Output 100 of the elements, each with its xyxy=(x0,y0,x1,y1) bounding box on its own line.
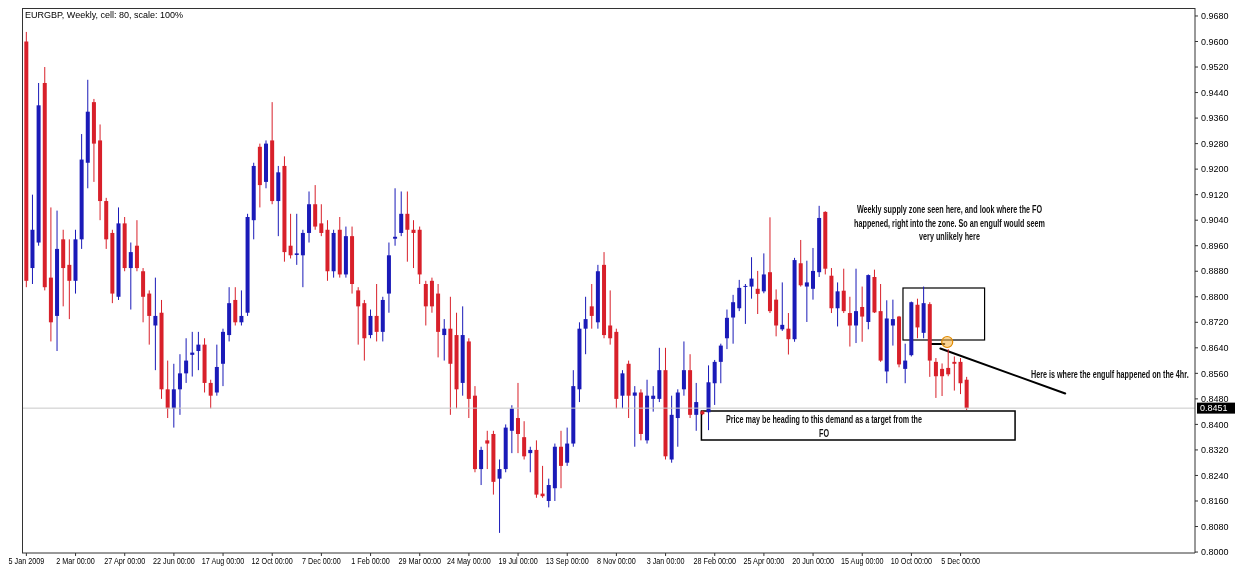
candlestick xyxy=(608,289,613,346)
x-tick-label: 29 Mar 00:00 xyxy=(398,556,442,567)
candlestick xyxy=(128,242,133,311)
annotation: Price may be heading to this demand as a target from the FO xyxy=(725,413,924,441)
candlestick xyxy=(903,343,908,384)
y-tick-label: 0.8080 xyxy=(1201,521,1229,532)
candlestick xyxy=(67,238,72,320)
candlestick xyxy=(915,298,920,339)
chart-title: EURGBP, Weekly, cell: 80, scale: 100% xyxy=(25,10,184,21)
candlestick xyxy=(313,184,318,231)
candlestick xyxy=(528,446,533,473)
y-tick-label: 0.8560 xyxy=(1201,368,1229,379)
x-tick-label: 10 Oct 00:00 xyxy=(890,556,933,567)
candlestick xyxy=(890,299,895,347)
candlestick xyxy=(319,203,324,237)
x-tick-label: 13 Sep 00:00 xyxy=(545,556,590,567)
candlestick xyxy=(860,286,865,343)
candlestick xyxy=(589,283,594,330)
candlestick xyxy=(288,213,293,259)
candlestick xyxy=(479,446,484,486)
candlestick xyxy=(712,359,717,406)
candlestick xyxy=(515,382,520,454)
y-tick-label: 0.9280 xyxy=(1201,138,1229,149)
y-tick-label: 0.8160 xyxy=(1201,496,1229,507)
candlestick xyxy=(196,331,201,371)
candlestick xyxy=(233,286,238,326)
candlestick xyxy=(134,219,139,272)
x-tick-label: 2 Mar 00:00 xyxy=(56,556,96,567)
y-tick-label: 0.8720 xyxy=(1201,317,1229,328)
candlestick xyxy=(847,296,852,348)
candlestick xyxy=(946,348,951,377)
y-tick-label: 0.9200 xyxy=(1201,164,1229,175)
candlestick xyxy=(958,357,963,395)
candlestick xyxy=(497,459,502,534)
x-tick-label: 8 Nov 00:00 xyxy=(596,556,637,567)
y-tick-label: 0.8400 xyxy=(1201,419,1229,430)
candlestick xyxy=(368,309,373,339)
x-tick-label: 19 Jul 00:00 xyxy=(498,556,539,567)
y-tick-label: 0.8880 xyxy=(1201,266,1229,277)
candlestick xyxy=(731,294,736,345)
candlestick xyxy=(718,343,723,384)
candlestick xyxy=(798,239,803,288)
y-tick-label: 0.8800 xyxy=(1201,291,1229,302)
y-tick-label: 0.9600 xyxy=(1201,36,1229,47)
candlestick xyxy=(147,289,152,346)
annotation: Weekly supply zone seen here, and look where the FO happened, right into the zone. So an engulf would seem very unlikely here xyxy=(852,203,1046,244)
candlestick xyxy=(184,337,189,384)
y-tick-label: 0.8640 xyxy=(1201,343,1229,354)
candlestick xyxy=(854,268,859,344)
y-tick-label: 0.9680 xyxy=(1201,11,1229,22)
ref-line-label: 0.8451 xyxy=(1200,403,1228,414)
x-tick-label: 22 Jun 00:00 xyxy=(153,556,196,567)
candlestick xyxy=(620,369,625,409)
x-tick-label: 5 Dec 00:00 xyxy=(941,556,981,567)
candlestick xyxy=(811,247,815,301)
candlestick xyxy=(411,219,416,269)
candlestick xyxy=(583,296,588,355)
x-tick-label: 27 Apr 00:00 xyxy=(104,556,146,567)
candlestick xyxy=(374,283,379,342)
y-tick-label: 0.8960 xyxy=(1201,240,1229,251)
candlestick xyxy=(485,430,490,470)
candlestick xyxy=(153,277,158,371)
x-tick-label: 7 Dec 00:00 xyxy=(301,556,342,567)
candlestick xyxy=(565,427,570,467)
x-tick-label: 24 May 00:00 xyxy=(447,556,492,567)
y-tick-label: 0.8240 xyxy=(1201,470,1229,481)
y-tick-label: 0.9360 xyxy=(1201,113,1229,124)
candlestick xyxy=(356,286,361,346)
y-tick-label: 0.9040 xyxy=(1201,215,1229,226)
annotation: Here is where the engulf happened on the 4hr. xyxy=(1030,369,1189,381)
candlestick xyxy=(651,385,656,413)
candlestick xyxy=(632,385,637,448)
candlestick xyxy=(393,187,398,247)
y-tick-label: 0.9440 xyxy=(1201,87,1229,98)
candlestick xyxy=(171,363,176,429)
candlestick xyxy=(761,252,766,294)
candlestick xyxy=(841,268,846,314)
candlestick xyxy=(755,270,760,315)
candlestick xyxy=(681,340,686,397)
x-tick-label: 3 Jan 00:00 xyxy=(646,556,685,567)
candlestick xyxy=(239,289,244,326)
candlestick xyxy=(952,355,957,392)
candlestick xyxy=(940,362,945,397)
y-tick-label: 0.8320 xyxy=(1201,445,1229,456)
candlestick xyxy=(405,190,410,263)
y-tick-label: 0.9120 xyxy=(1201,189,1229,200)
candlestick xyxy=(509,404,514,454)
candlestick xyxy=(300,229,305,288)
x-tick-label: 28 Feb 00:00 xyxy=(693,556,737,567)
x-tick-label: 15 Aug 00:00 xyxy=(840,556,885,567)
candlestick xyxy=(559,430,564,489)
candlestick xyxy=(522,420,527,461)
candlestick xyxy=(442,318,447,362)
candlestick xyxy=(737,279,742,312)
candlestick xyxy=(724,309,729,350)
x-tick-label: 25 Apr 00:00 xyxy=(743,556,785,567)
y-tick-label: 0.8000 xyxy=(1201,547,1229,558)
candlestick xyxy=(804,260,809,323)
x-tick-label: 17 Aug 00:00 xyxy=(201,556,245,567)
candlestick xyxy=(749,256,754,300)
